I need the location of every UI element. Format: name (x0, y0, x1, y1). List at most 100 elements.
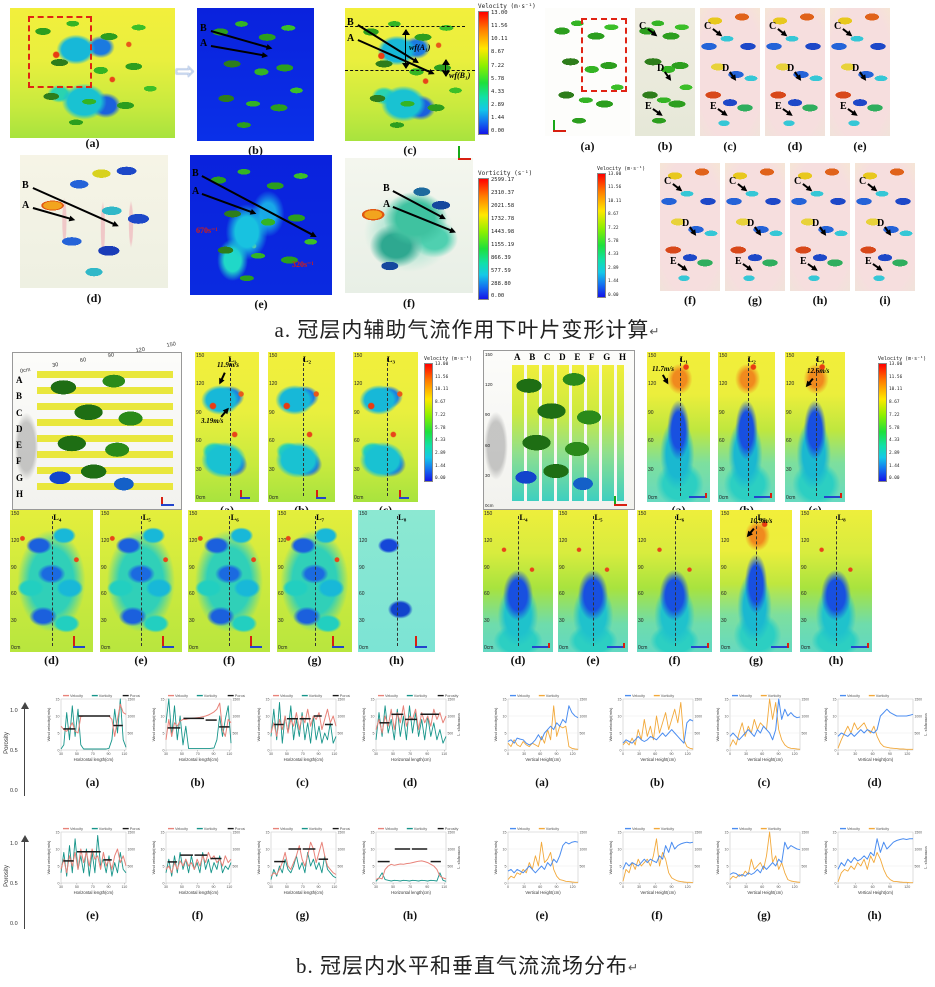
chart-vertical-g: Velocity Vorticity 0 5 10 15 500 1000 1500 0 30 60 9… (714, 826, 814, 922)
svg-text:500: 500 (580, 731, 586, 735)
svg-text:110: 110 (441, 752, 447, 756)
deflection-label-wfB1: wf(B₁) (449, 71, 471, 80)
pointer-line (32, 207, 74, 221)
svg-text:1500: 1500 (128, 830, 136, 834)
chart-caption: (e) (535, 910, 549, 922)
point-label-C: C (794, 176, 802, 187)
colorbar-title: Velocity (m·s⁻¹) (424, 356, 473, 362)
chart-plot: Velocity Vorticity 0 5 10 15 500 1000 1500 0 30 60 9… (823, 827, 929, 895)
colorbar-tick: 0.00 (889, 476, 900, 482)
svg-text:50: 50 (285, 752, 289, 756)
caption-a1: (a) (85, 136, 100, 150)
svg-text:Vertical Height(cm): Vertical Height(cm) (747, 890, 783, 895)
svg-text:Vorticity: Vorticity (546, 827, 559, 831)
height-ticks: 150 120 90 60 30 0cm (484, 510, 493, 652)
scale-axis-icon (691, 634, 710, 648)
chart-vertical-f: Velocity Vorticity 0 5 10 15 500 1000 1500 0 30 60 9… (607, 826, 707, 922)
tick-label: 30 (354, 466, 360, 473)
tick-label: 120 (638, 537, 647, 544)
centerline-dash (816, 358, 818, 496)
tick-label: 120 (484, 537, 493, 544)
svg-text:30: 30 (522, 885, 526, 889)
slice-line-label: L₅ (594, 512, 603, 522)
colorbar-vorticity: Vorticity (s⁻¹) 2599.17 2310.37 2021.58 1732… (478, 170, 548, 300)
colorbar-tick: 1732.78 (491, 215, 515, 222)
chart-plot: Velocity Vorticity Porosity 0 5 10 15 500 1000 15… (151, 694, 249, 762)
tick-label: 60 (269, 438, 275, 445)
caption-right-f: (f) (684, 293, 696, 307)
tick-label: 120 (189, 537, 198, 544)
chart-caption: (g) (295, 910, 310, 922)
chart-caption: (g) (757, 910, 771, 922)
colorbar-ticks: 13.00 11.56 10.11 8.67 7.22 5.78 4.33 2.89 1.44 0… (491, 10, 508, 135)
tick-label: 0cm (101, 644, 111, 651)
tick-label: 60 (648, 438, 654, 445)
svg-text:500: 500 (448, 864, 454, 868)
colorbar-ticks: 13.00 11.56 10.11 8.67 7.22 5.78 4.33 2.89 1.44 0… (435, 362, 448, 482)
scale-axis-icon (532, 634, 551, 648)
slice-line-label: L₃ (816, 354, 825, 364)
svg-text:30: 30 (59, 885, 63, 889)
centerline-dash (386, 358, 388, 496)
tick-label: 90 (11, 564, 17, 571)
height-ticks: 150 120 90 60 30 0cm (786, 352, 795, 502)
svg-text:60: 60 (653, 885, 657, 889)
colorbar-gradient (878, 363, 887, 482)
leaf-detail-panel-c: C D E (700, 8, 760, 136)
colorbar-tick: 2021.58 (491, 202, 515, 209)
svg-text:110: 110 (332, 885, 338, 889)
scale-axis-icon (240, 485, 256, 499)
svg-text:Velocity: Velocity (70, 694, 83, 698)
centerline-dash (302, 358, 304, 496)
svg-text:110: 110 (441, 885, 447, 889)
svg-text:110: 110 (122, 885, 128, 889)
tick-label: 60 (196, 438, 202, 445)
scale-axis-icon (250, 634, 266, 648)
svg-text:30: 30 (269, 752, 273, 756)
svg-text:0: 0 (507, 752, 509, 756)
tick-label: 30 (721, 618, 727, 625)
svg-text:90: 90 (107, 885, 111, 889)
tick-label: 30 (559, 618, 565, 625)
tick-label: 0cm (638, 644, 648, 651)
chart-plot: Velocity Vorticity Porosity 0 5 10 15 500 1000 15… (46, 827, 144, 895)
svg-text:60: 60 (871, 885, 875, 889)
axis-line (24, 839, 25, 929)
tick-label: 1.0 (10, 708, 18, 714)
tick-label: 30 (484, 618, 490, 625)
colorbar-body: 13.00 11.56 10.11 8.67 7.22 5.78 4.33 2.89 1.44 0… (597, 172, 653, 298)
svg-text:Vorticity: Vorticity (768, 827, 781, 831)
svg-text:70: 70 (301, 752, 305, 756)
svg-text:500: 500 (695, 864, 701, 868)
slice-contour-Le: 150 120 90 60 30 0cm L₅ (100, 510, 182, 652)
tick-label: 90 (189, 564, 195, 571)
svg-text:50: 50 (75, 885, 79, 889)
svg-text:1500: 1500 (915, 830, 923, 834)
colorbar-tick: 1.44 (491, 115, 505, 122)
colorbar-ticks: 13.00 11.56 10.11 8.67 7.22 5.78 4.33 2.89 1.44 0… (608, 172, 621, 298)
height-ticks: 150 120 90 60 30 0cm (559, 510, 568, 652)
tick-label: 90 (638, 564, 644, 571)
leaf-overlay (197, 8, 314, 141)
tick-label: D (16, 423, 23, 434)
coordinate-axis-icon (553, 118, 569, 132)
svg-text:30: 30 (853, 885, 857, 889)
svg-text:10: 10 (833, 714, 837, 718)
svg-text:5: 5 (620, 864, 622, 868)
svg-text:0: 0 (505, 748, 507, 752)
slice-line-label: L₅ (142, 512, 151, 522)
chart-vertical-h: Velocity Vorticity 0 5 10 15 500 1000 1500 0 30 60 9… (822, 826, 929, 922)
pointer-line (220, 408, 229, 418)
colorbar-tick: 288.80 (491, 280, 511, 287)
svg-text:5: 5 (505, 864, 507, 868)
tick-label: 0cm (189, 644, 199, 651)
tick-label: 90 (719, 409, 725, 416)
colorbar-body: 13.00 11.56 10.11 8.67 7.22 5.78 4.33 2.89 1.44 0… (478, 10, 542, 135)
svg-text:10: 10 (56, 847, 60, 851)
point-label-A: A (347, 33, 355, 44)
slice-contour-Lb: 150 120 90 60 30 0cm L₂ (268, 352, 335, 502)
svg-text:Vertical Height(cm): Vertical Height(cm) (640, 757, 676, 762)
svg-text:0: 0 (163, 748, 165, 752)
height-ticks: 150 120 90 60 30 0cm (196, 352, 205, 502)
svg-text:90: 90 (317, 752, 321, 756)
